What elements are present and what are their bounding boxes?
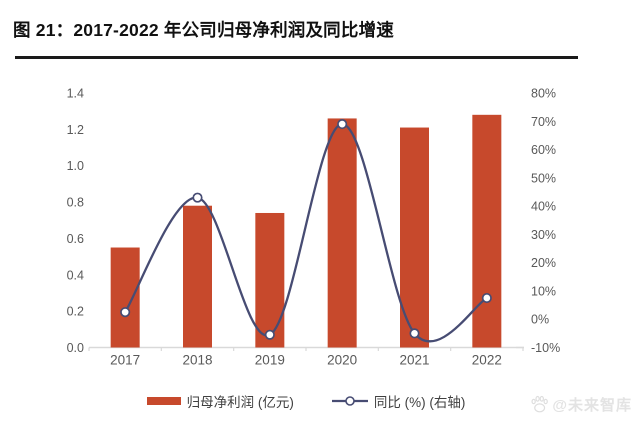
bar-2020 xyxy=(327,118,357,348)
yoy-point-2017 xyxy=(120,307,131,318)
y-right-tick-label: 50% xyxy=(531,171,556,185)
x-category-label: 2018 xyxy=(182,353,212,368)
bar-series-swatch xyxy=(146,397,181,405)
line-series-swatch xyxy=(331,396,368,406)
y-right-tick-label: 70% xyxy=(531,115,556,129)
x-category-label: 2022 xyxy=(472,353,502,368)
y-left-tick-label: 1.4 xyxy=(67,87,84,101)
y-left-tick-label: 0.4 xyxy=(67,268,84,282)
y-right-tick-label: 10% xyxy=(531,284,556,298)
y-right-tick-label: 80% xyxy=(531,87,556,101)
paw-icon xyxy=(531,395,549,413)
yoy-line xyxy=(124,122,488,343)
x-category-label: 2017 xyxy=(110,353,140,368)
y-left-tick-label: 0.8 xyxy=(67,196,84,210)
bar-2019 xyxy=(255,212,285,348)
figure-title: 图 21：2017-2022 年公司归母净利润及同比增速 xyxy=(13,20,394,40)
yoy-point-2018 xyxy=(192,192,203,203)
title-divider xyxy=(15,56,578,59)
bar-2022 xyxy=(472,114,502,348)
y-right-tick-label: -10% xyxy=(531,341,560,355)
yoy-point-2020 xyxy=(337,119,348,130)
y-left-tick-label: 0.6 xyxy=(67,232,84,246)
y-right-tick-label: 60% xyxy=(531,143,556,157)
chart-legend: 归母净利润 (亿元) 同比 (%) (右轴) xyxy=(0,390,612,412)
bar-2018 xyxy=(183,205,212,348)
legend-item-net-profit: 归母净利润 (亿元) xyxy=(146,391,294,411)
x-category-label: 2019 xyxy=(255,353,285,368)
yoy-point-2022 xyxy=(481,292,492,304)
x-category-label: 2021 xyxy=(399,353,429,368)
legend-label-yoy: 同比 (%) (右轴) xyxy=(373,395,466,410)
y-right-tick-label: 30% xyxy=(531,228,556,242)
y-left-tick-label: 0.2 xyxy=(67,305,84,319)
y-right-tick-label: 20% xyxy=(531,256,556,270)
watermark: @未来智库 xyxy=(530,394,632,415)
y-left-tick-label: 1.0 xyxy=(67,159,84,173)
y-right-tick-label: 40% xyxy=(531,200,556,214)
y-left-tick-label: 0.0 xyxy=(67,341,84,355)
x-category-label: 2020 xyxy=(327,353,357,368)
watermark-text: @未来智库 xyxy=(552,397,632,414)
y-right-tick-label: 0% xyxy=(531,313,549,327)
bar-2021 xyxy=(400,127,429,348)
y-left-tick-label: 1.2 xyxy=(67,123,84,137)
legend-item-yoy: 同比 (%) (右轴) xyxy=(331,391,466,411)
yoy-point-2021 xyxy=(409,328,420,339)
legend-label-net-profit: 归母净利润 (亿元) xyxy=(186,395,294,410)
yoy-point-2019 xyxy=(264,329,275,340)
bar-2017 xyxy=(110,247,140,348)
